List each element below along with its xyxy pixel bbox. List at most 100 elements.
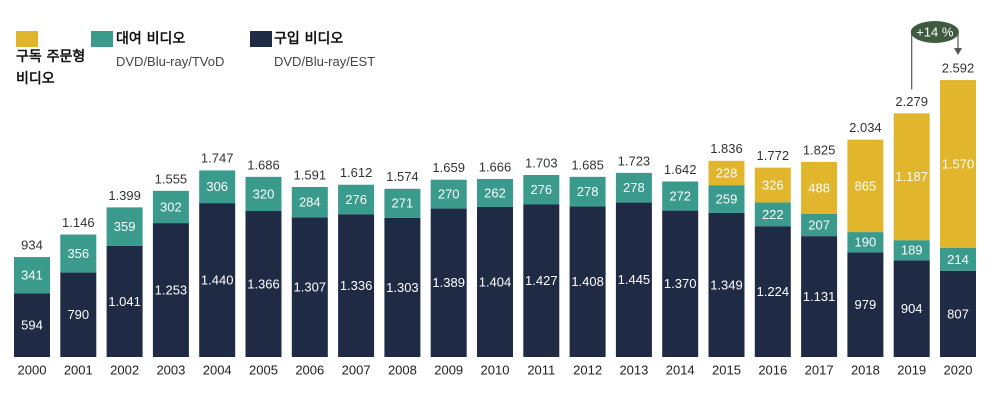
bar-segment: [615, 202, 652, 357]
bar-segment: [245, 211, 282, 357]
total-label: 1.825: [803, 142, 836, 157]
x-tick-label: 2008: [388, 362, 417, 377]
bar-segment: [754, 202, 791, 227]
value-label: 270: [438, 187, 460, 202]
bar-segment: [291, 217, 328, 357]
total-label: 1.686: [247, 157, 280, 172]
bar-segment: [384, 188, 421, 218]
value-label: 272: [669, 188, 691, 203]
total-label: 1.574: [386, 169, 419, 184]
value-label: 1.445: [618, 272, 651, 287]
value-label: 306: [206, 179, 228, 194]
x-tick-label: 2002: [110, 362, 139, 377]
value-label: 222: [762, 207, 784, 222]
value-label: 276: [530, 182, 552, 197]
x-tick-label: 2018: [851, 362, 880, 377]
bar-segment: [60, 272, 97, 357]
x-tick-label: 2009: [434, 362, 463, 377]
x-tick-label: 2020: [944, 362, 973, 377]
value-label: 207: [808, 218, 830, 233]
bar-segment: [430, 179, 467, 209]
value-label: 262: [484, 185, 506, 200]
total-label: 1.399: [108, 188, 141, 203]
value-label: 302: [160, 199, 182, 214]
bar-segment: [14, 293, 50, 357]
total-label: 1.555: [155, 171, 188, 186]
value-label: 190: [855, 235, 877, 250]
value-label: 488: [808, 180, 830, 195]
bar-segment: [754, 167, 791, 203]
x-tick-label: 2019: [897, 362, 926, 377]
value-label: 214: [947, 252, 969, 267]
value-label: 594: [21, 318, 43, 333]
bar-segment: [338, 184, 375, 215]
total-label: 1.659: [432, 160, 465, 175]
bar-segment: [801, 161, 838, 215]
bar-segment: [245, 176, 282, 212]
x-tick-label: 2012: [573, 362, 602, 377]
value-label: 359: [114, 219, 136, 234]
value-label: 979: [855, 297, 877, 312]
legend-label: 대여 비디오: [116, 31, 186, 47]
total-label: 1.642: [664, 162, 697, 177]
value-label: 1.370: [664, 276, 697, 291]
value-label: 1.570: [942, 156, 975, 171]
value-label: 1.336: [340, 278, 373, 293]
value-label: 1.389: [432, 275, 465, 290]
bar-segment: [569, 206, 606, 357]
x-tick-label: 2005: [249, 362, 278, 377]
value-label: 320: [253, 186, 275, 201]
x-tick-label: 2013: [619, 362, 648, 377]
total-label: 1.747: [201, 151, 234, 166]
value-label: 278: [577, 184, 599, 199]
bar-segment: [523, 175, 560, 205]
legend-label: 구입 비디오: [274, 31, 344, 47]
value-label: 259: [716, 191, 738, 206]
value-label: 278: [623, 180, 645, 195]
bar-segment: [893, 113, 930, 241]
value-label: 865: [855, 178, 877, 193]
x-tick-label: 2016: [758, 362, 787, 377]
x-tick-label: 2015: [712, 362, 741, 377]
total-label: 1.666: [479, 159, 512, 174]
value-label: 228: [716, 165, 738, 180]
legend-subtitle: DVD/Blu-ray/EST: [274, 54, 376, 69]
total-label: 2.592: [942, 60, 975, 75]
bar-segment: [384, 217, 421, 357]
total-label: 1.836: [710, 141, 743, 156]
value-label: 904: [901, 301, 923, 316]
bar-segment: [60, 234, 97, 273]
value-label: 1.187: [895, 169, 928, 184]
total-label: 1.146: [62, 215, 95, 230]
total-label: 1.703: [525, 155, 558, 170]
bar-segment: [569, 176, 606, 207]
value-label: 276: [345, 192, 367, 207]
legend-swatch: [250, 31, 272, 47]
value-label: 1.440: [201, 272, 234, 287]
value-label: 807: [947, 306, 969, 321]
total-label: 1.612: [340, 165, 373, 180]
x-tick-label: 2000: [18, 362, 47, 377]
bar-segment: [847, 252, 884, 357]
bar-segment: [708, 212, 745, 357]
x-tick-label: 2010: [481, 362, 510, 377]
bar-segment: [523, 204, 560, 357]
bar-segment: [199, 170, 236, 204]
x-tick-label: 2011: [527, 362, 555, 377]
x-tick-label: 2007: [342, 362, 371, 377]
bar-segment: [940, 247, 976, 271]
x-tick-label: 2014: [666, 362, 695, 377]
x-tick-label: 2001: [64, 362, 93, 377]
annotation-badge: [910, 21, 959, 43]
bar-segment: [291, 186, 328, 218]
value-label: 1.408: [571, 274, 604, 289]
total-label: 1.685: [571, 157, 604, 172]
bar-segment: [338, 214, 375, 357]
value-label: 1.253: [155, 282, 188, 297]
bar-segment: [106, 245, 143, 357]
value-label: 356: [67, 246, 89, 261]
total-label: 1.591: [294, 167, 327, 182]
bar-segment: [430, 208, 467, 357]
